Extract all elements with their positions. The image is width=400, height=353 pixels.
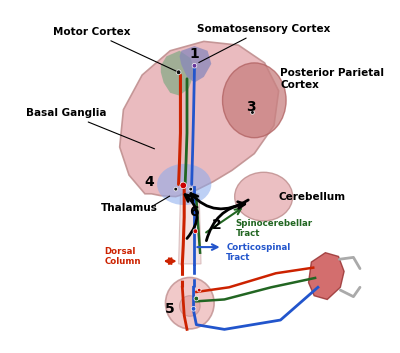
Text: Posterior Parietal
Cortex: Posterior Parietal Cortex [280,68,384,90]
Ellipse shape [180,296,200,316]
Ellipse shape [157,164,211,205]
Ellipse shape [222,63,286,138]
Text: 1: 1 [190,48,199,61]
Circle shape [189,187,193,191]
Text: Somatosensory Cortex: Somatosensory Cortex [197,24,330,62]
Polygon shape [178,194,201,264]
Ellipse shape [235,172,293,221]
Text: Spinocerebellar
Tract: Spinocerebellar Tract [236,219,313,238]
Text: 2: 2 [212,218,222,232]
Polygon shape [308,253,344,299]
Text: 5: 5 [165,302,175,316]
Circle shape [180,182,186,189]
Circle shape [174,187,178,191]
Circle shape [250,110,254,114]
Polygon shape [161,51,194,96]
Circle shape [193,229,198,234]
Ellipse shape [166,277,214,329]
Circle shape [194,296,199,301]
Text: Basal Ganglia: Basal Ganglia [26,108,154,149]
Text: Cerebellum: Cerebellum [279,192,346,202]
Polygon shape [180,46,211,83]
Text: Thalamus: Thalamus [101,203,158,213]
Text: 4: 4 [145,175,154,189]
Circle shape [192,64,197,68]
Text: Motor Cortex: Motor Cortex [53,27,176,71]
Text: Corticospinal
Tract: Corticospinal Tract [226,243,290,262]
Text: 3: 3 [246,100,255,114]
Circle shape [176,70,181,74]
Text: 6: 6 [189,205,198,220]
Polygon shape [120,41,279,197]
Text: Dorsal
Column: Dorsal Column [105,247,141,266]
Circle shape [197,288,201,292]
Circle shape [191,306,196,311]
